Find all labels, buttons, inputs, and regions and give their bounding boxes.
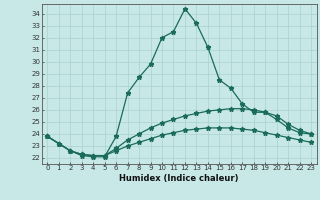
- X-axis label: Humidex (Indice chaleur): Humidex (Indice chaleur): [119, 174, 239, 183]
